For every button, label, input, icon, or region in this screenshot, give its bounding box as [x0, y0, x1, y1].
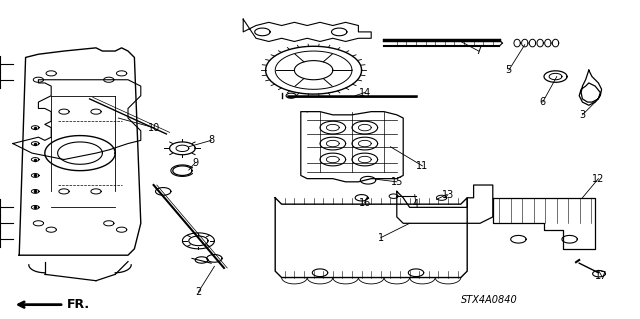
Text: 16: 16	[358, 197, 371, 208]
Text: 10: 10	[147, 122, 160, 133]
Text: 3: 3	[579, 110, 586, 120]
Text: 9: 9	[192, 158, 198, 168]
Polygon shape	[31, 126, 39, 130]
Polygon shape	[31, 205, 39, 209]
Text: 7: 7	[476, 46, 482, 56]
Text: 17: 17	[595, 271, 608, 281]
Text: 5: 5	[506, 65, 512, 75]
Text: 4: 4	[413, 199, 419, 209]
Text: 12: 12	[592, 174, 605, 184]
Polygon shape	[31, 142, 39, 145]
Polygon shape	[31, 189, 39, 193]
Text: 13: 13	[442, 189, 454, 200]
Text: 8: 8	[208, 135, 214, 145]
Text: 2: 2	[195, 287, 202, 297]
Text: 11: 11	[416, 161, 429, 171]
Text: STX4A0840: STX4A0840	[461, 295, 518, 305]
Text: 1: 1	[378, 233, 384, 243]
Polygon shape	[31, 174, 39, 177]
Polygon shape	[31, 158, 39, 161]
Text: 14: 14	[358, 87, 371, 98]
Text: FR.: FR.	[67, 298, 90, 311]
Text: 15: 15	[390, 177, 403, 187]
Text: 6: 6	[540, 97, 546, 107]
